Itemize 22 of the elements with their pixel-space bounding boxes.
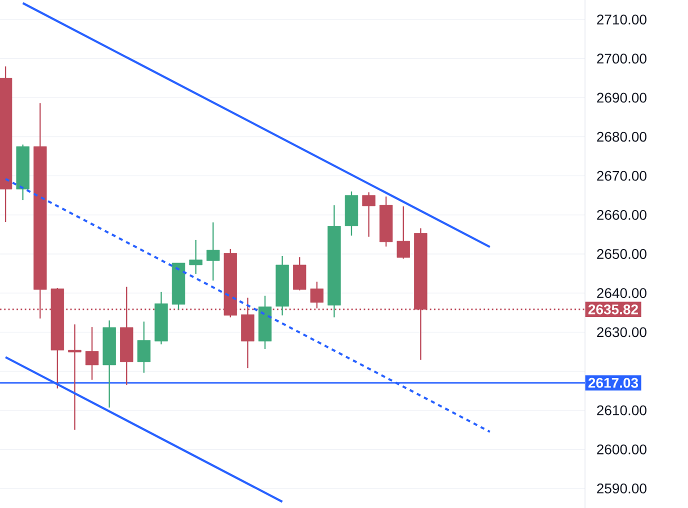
y-tick-label: 2600.00 bbox=[597, 444, 646, 454]
ref-line-label: 2617.03 bbox=[588, 378, 638, 388]
candlestick bbox=[68, 324, 82, 430]
candlestick bbox=[310, 281, 324, 309]
y-tick-label: 2680.00 bbox=[597, 132, 646, 142]
y-tick-label: 2650.00 bbox=[597, 249, 646, 259]
y-tick-label: 2630.00 bbox=[597, 327, 646, 338]
candlestick bbox=[396, 206, 410, 260]
candlestick bbox=[189, 239, 202, 275]
y-tick-label: 2610.00 bbox=[597, 405, 646, 416]
candlestick bbox=[362, 192, 376, 238]
y-tick-label: 2710.00 bbox=[597, 14, 646, 25]
y-tick-label: 2690.00 bbox=[597, 92, 646, 103]
y-tick-label: 2700.00 bbox=[597, 54, 646, 64]
y-tick-label: 2670.00 bbox=[597, 170, 646, 181]
y-tick-label: 2640.00 bbox=[597, 288, 646, 298]
candlestick bbox=[206, 222, 220, 282]
y-tick-label: 2590.00 bbox=[597, 484, 646, 494]
candlestick bbox=[85, 326, 99, 380]
ref-line-label: 2635.82 bbox=[588, 304, 638, 314]
y-tick-label: 2660.00 bbox=[597, 210, 646, 220]
candlestick bbox=[137, 321, 151, 374]
